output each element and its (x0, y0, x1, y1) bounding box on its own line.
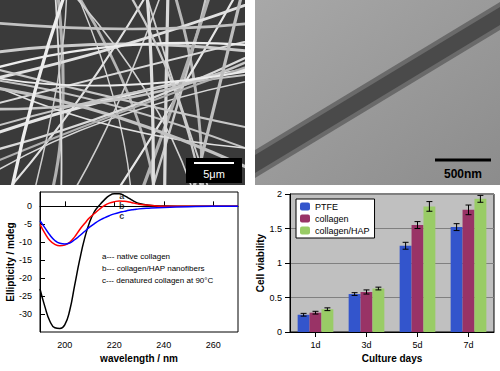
svg-text:Ellipticity / mdeg: Ellipticity / mdeg (5, 222, 16, 301)
svg-text:-25: -25 (19, 291, 32, 301)
svg-text:200: 200 (57, 340, 72, 350)
svg-text:7d: 7d (463, 340, 473, 350)
svg-text:a--- native collagen: a--- native collagen (102, 252, 170, 261)
svg-text:PTFE: PTFE (315, 202, 338, 212)
svg-text:500nm: 500nm (444, 167, 482, 181)
svg-text:1d: 1d (310, 340, 320, 350)
svg-text:0: 0 (27, 201, 32, 211)
svg-text:-15: -15 (19, 255, 32, 265)
svg-text:220: 220 (107, 340, 122, 350)
svg-text:b: b (119, 201, 125, 211)
svg-text:2: 2 (277, 189, 282, 199)
svg-text:240: 240 (156, 340, 171, 350)
svg-text:Culture days: Culture days (362, 353, 423, 364)
svg-text:collagen/HAP: collagen/HAP (315, 226, 370, 236)
svg-text:5d: 5d (412, 340, 422, 350)
svg-text:1.5: 1.5 (269, 224, 282, 234)
svg-text:Cell viability: Cell viability (255, 233, 266, 292)
svg-text:0.5: 0.5 (269, 293, 282, 303)
svg-text:c: c (119, 211, 125, 222)
svg-text:-5: -5 (24, 219, 32, 229)
svg-text:b--- collagen/HAP nanofibers: b--- collagen/HAP nanofibers (102, 264, 205, 273)
svg-text:wavelength / nm: wavelength / nm (99, 353, 178, 364)
svg-text:5μm: 5μm (203, 168, 225, 180)
svg-text:3d: 3d (361, 340, 371, 350)
svg-text:0: 0 (277, 327, 282, 337)
svg-text:-30: -30 (19, 309, 32, 319)
svg-text:-20: -20 (19, 273, 32, 283)
svg-text:c--- denatured collagen at 90°: c--- denatured collagen at 90°C (102, 276, 213, 285)
svg-text:a: a (119, 191, 125, 202)
svg-text:collagen: collagen (315, 214, 349, 224)
svg-text:-10: -10 (19, 237, 32, 247)
svg-text:260: 260 (206, 340, 221, 350)
svg-text:1: 1 (277, 258, 282, 268)
